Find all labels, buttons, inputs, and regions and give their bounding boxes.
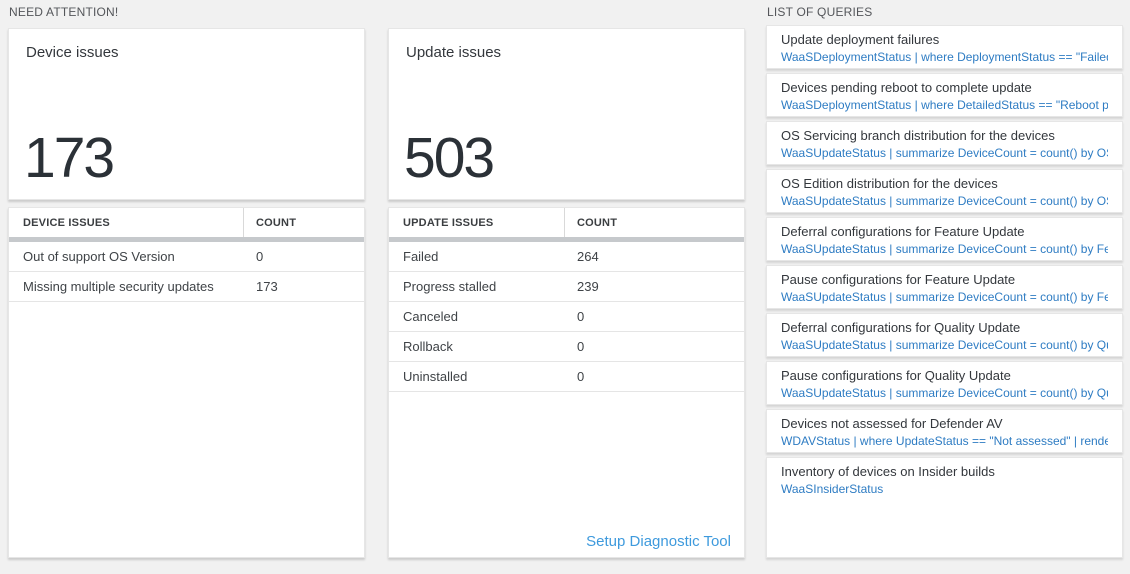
update-issues-tile-title: Update issues	[406, 44, 502, 61]
setup-diagnostic-tool-link[interactable]: Setup Diagnostic Tool	[586, 533, 731, 550]
update-issues-count: 503	[404, 126, 495, 190]
table-row[interactable]: Uninstalled 0	[389, 362, 744, 392]
query-title: Deferral configurations for Feature Upda…	[781, 224, 1025, 239]
query-text: WaaSUpdateStatus | summarize DeviceCount…	[781, 242, 1108, 256]
update-issue-label: Uninstalled	[403, 369, 468, 384]
count-column-header: COUNT	[256, 216, 297, 229]
table-row[interactable]: Rollback 0	[389, 332, 744, 362]
query-text: WaaSUpdateStatus | summarize DeviceCount…	[781, 290, 1108, 304]
update-issue-label: Canceled	[403, 309, 458, 324]
query-title: Deferral configurations for Quality Upda…	[781, 320, 1021, 335]
query-list-item[interactable]: OS Servicing branch distribution for the…	[766, 121, 1123, 165]
query-title: OS Edition distribution for the devices	[781, 176, 998, 191]
query-list-item[interactable]: Inventory of devices on Insider builds W…	[766, 457, 1123, 558]
device-issue-count: 173	[256, 279, 278, 294]
query-list-item[interactable]: Deferral configurations for Feature Upda…	[766, 217, 1123, 261]
table-header-divider-bar	[9, 237, 364, 242]
query-text: WaaSDeploymentStatus | where DeploymentS…	[781, 50, 1108, 64]
device-issues-table-header: DEVICE ISSUES COUNT	[9, 208, 364, 237]
table-row[interactable]: Progress stalled 239	[389, 272, 744, 302]
update-issues-table-card: UPDATE ISSUES COUNT Failed 264 Progress …	[388, 207, 745, 558]
query-title: Pause configurations for Feature Update	[781, 272, 1016, 287]
update-issues-tile[interactable]: Update issues 503	[388, 28, 745, 200]
update-issue-label: Failed	[403, 249, 439, 264]
list-of-queries-section-title: LIST OF QUERIES	[767, 5, 873, 19]
query-title: Devices pending reboot to complete updat…	[781, 80, 1032, 95]
query-text: WaaSInsiderStatus	[781, 482, 884, 496]
query-list: Update deployment failures WaaSDeploymen…	[766, 25, 1123, 558]
update-issues-column-header: UPDATE ISSUES	[389, 208, 565, 237]
query-title: Update deployment failures	[781, 32, 940, 47]
need-attention-section-title: NEED ATTENTION!	[9, 5, 119, 19]
update-issues-table-header: UPDATE ISSUES COUNT	[389, 208, 744, 237]
query-title: OS Servicing branch distribution for the…	[781, 128, 1055, 143]
query-list-item[interactable]: Update deployment failures WaaSDeploymen…	[766, 25, 1123, 69]
query-list-item[interactable]: Deferral configurations for Quality Upda…	[766, 313, 1123, 357]
query-text: WaaSDeploymentStatus | where DetailedSta…	[781, 98, 1108, 112]
table-header-divider-bar	[389, 237, 744, 242]
update-issue-count: 239	[577, 279, 599, 294]
device-issues-tile[interactable]: Device issues 173	[8, 28, 365, 200]
update-issue-count: 0	[577, 339, 585, 354]
query-title: Devices not assessed for Defender AV	[781, 416, 1003, 431]
device-issues-count: 173	[24, 126, 115, 190]
device-issues-column-header: DEVICE ISSUES	[9, 208, 244, 237]
device-issues-table-card: DEVICE ISSUES COUNT Out of support OS Ve…	[8, 207, 365, 558]
query-list-item[interactable]: Devices not assessed for Defender AV WDA…	[766, 409, 1123, 453]
query-list-item[interactable]: Pause configurations for Feature Update …	[766, 265, 1123, 309]
query-list-item[interactable]: Devices pending reboot to complete updat…	[766, 73, 1123, 117]
query-text: WaaSUpdateStatus | summarize DeviceCount…	[781, 194, 1108, 208]
device-issue-count: 0	[256, 249, 264, 264]
query-list-item[interactable]: OS Edition distribution for the devices …	[766, 169, 1123, 213]
query-text: WaaSUpdateStatus | summarize DeviceCount…	[781, 146, 1108, 160]
table-row[interactable]: Out of support OS Version 0	[9, 242, 364, 272]
count-column-header: COUNT	[577, 216, 618, 229]
query-text: WaaSUpdateStatus | summarize DeviceCount…	[781, 338, 1108, 352]
query-title: Inventory of devices on Insider builds	[781, 464, 995, 479]
update-issue-count: 0	[577, 369, 585, 384]
query-list-item[interactable]: Pause configurations for Quality Update …	[766, 361, 1123, 405]
query-text: WaaSUpdateStatus | summarize DeviceCount…	[781, 386, 1108, 400]
query-text: WDAVStatus | where UpdateStatus == "Not …	[781, 434, 1108, 448]
device-issue-label: Out of support OS Version	[23, 249, 175, 264]
table-row[interactable]: Failed 264	[389, 242, 744, 272]
update-issue-label: Progress stalled	[403, 279, 497, 294]
update-issue-label: Rollback	[403, 339, 453, 354]
device-issues-tile-title: Device issues	[26, 44, 119, 61]
update-issue-count: 264	[577, 249, 599, 264]
update-issue-count: 0	[577, 309, 585, 324]
query-title: Pause configurations for Quality Update	[781, 368, 1011, 383]
table-row[interactable]: Canceled 0	[389, 302, 744, 332]
table-row[interactable]: Missing multiple security updates 173	[9, 272, 364, 302]
device-issue-label: Missing multiple security updates	[23, 279, 214, 294]
